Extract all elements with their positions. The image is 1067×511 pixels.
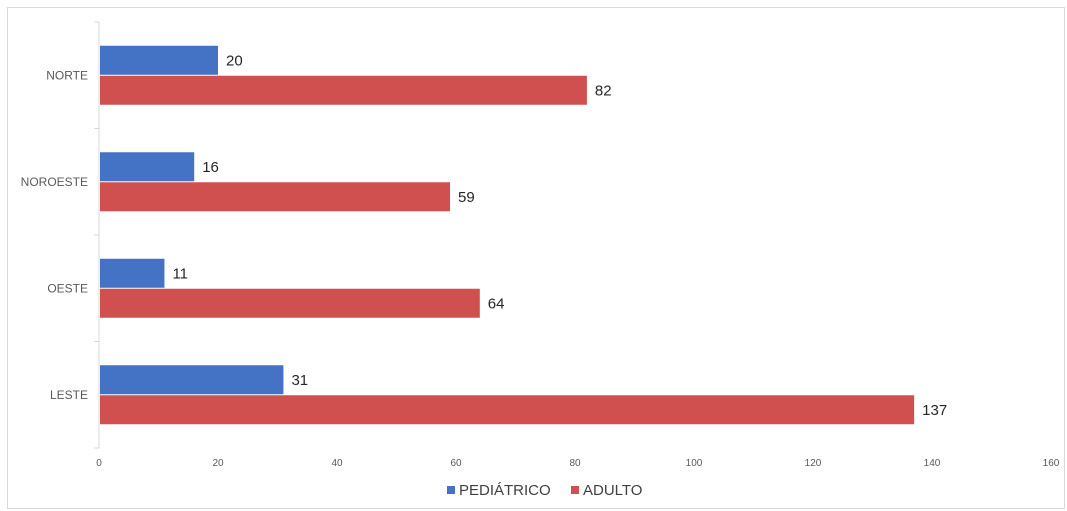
legend: PEDIÁTRICO ADULTO (447, 482, 642, 499)
data-label: 31 (291, 372, 308, 389)
category-label: LESTE (50, 388, 88, 402)
bar (100, 182, 451, 212)
bars-layer (100, 45, 915, 425)
bar (100, 395, 915, 425)
data-label: 59 (458, 189, 475, 206)
x-tick-label: 160 (1043, 458, 1060, 469)
bar (100, 365, 284, 395)
category-label: NORTE (46, 68, 88, 82)
legend-label-adulto: ADULTO (583, 482, 642, 499)
x-tick-label: 120 (805, 458, 822, 469)
x-tick-label: 80 (569, 458, 581, 469)
bar (100, 45, 218, 75)
bar (100, 75, 587, 105)
data-label: 82 (595, 82, 612, 99)
x-tick-label: 20 (212, 458, 224, 469)
data-label: 20 (226, 52, 243, 69)
labels-layer: 20 82 16 59 11 64 31 137 (172, 52, 947, 419)
x-tick-label: 60 (450, 458, 462, 469)
bar (100, 258, 165, 288)
bar (100, 288, 480, 318)
data-label: 11 (172, 265, 188, 282)
category-label: NOROESTE (21, 175, 88, 189)
bar (100, 152, 195, 182)
legend-swatch-pediatrico (447, 486, 455, 494)
x-tick-label: 140 (924, 458, 941, 469)
axis-layer: 0 20 40 60 80 100 120 140 160 NORTE NOROESTE OESTE L… (21, 21, 1060, 469)
x-tick-label: 0 (96, 458, 102, 469)
legend-label-pediatrico: PEDIÁTRICO (459, 482, 551, 499)
legend-swatch-adulto (571, 486, 579, 494)
x-tick-label: 100 (686, 458, 703, 469)
data-label: 64 (488, 295, 505, 312)
x-tick-label: 40 (331, 458, 343, 469)
category-label: OESTE (47, 281, 88, 295)
data-label: 16 (202, 159, 219, 176)
data-label: 137 (922, 402, 947, 419)
